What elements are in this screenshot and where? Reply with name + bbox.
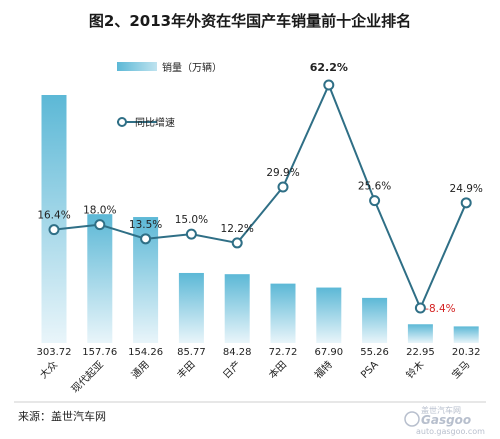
line-layer: [48, 79, 472, 314]
bar-labels-layer: 303.72 157.76 154.26 85.77 84.28 72.72 67.90 55…: [37, 347, 481, 358]
bar-1: [87, 214, 113, 343]
growth-label-2: 13.5%: [129, 219, 162, 231]
growth-labels-layer: 16.4% 18.0% 13.5% 15.0% 12.2% 29.9% 62.2% 25.6%…: [37, 61, 483, 315]
bar-value-label-6: 67.90: [314, 347, 343, 358]
bar-value-label-8: 22.95: [406, 347, 435, 358]
bar-value-label-2: 154.26: [128, 347, 163, 358]
bar-value-label-0: 303.72: [37, 347, 72, 358]
growth-point-6: [323, 79, 335, 91]
growth-label-6: 62.2%: [310, 61, 348, 74]
bar-value-label-9: 20.32: [452, 347, 481, 358]
category-label-3: 丰田: [174, 358, 197, 381]
bar-7: [362, 297, 388, 343]
bar-6: [316, 287, 342, 343]
growth-label-4: 12.2%: [221, 223, 254, 235]
growth-label-9: 24.9%: [450, 183, 483, 195]
growth-point-0: [48, 224, 60, 236]
growth-label-3: 15.0%: [175, 214, 208, 226]
watermark-url: auto.gasgoo.com: [416, 427, 485, 436]
chart-title: 图2、2013年外资在华国产车销量前十企业排名: [89, 12, 411, 30]
bar-4: [224, 274, 250, 343]
legend-bar-label: 销量（万辆）: [162, 61, 222, 74]
growth-point-7: [369, 195, 381, 207]
growth-label-0: 16.4%: [37, 210, 70, 222]
bar-8: [407, 324, 433, 343]
watermark-brand: Gasgoo: [421, 413, 471, 427]
bar-value-label-7: 55.26: [360, 347, 389, 358]
growth-line: [53, 82, 468, 311]
growth-label-7: 25.6%: [358, 181, 391, 193]
category-label-0: 大众: [37, 358, 60, 381]
bar-value-label-1: 157.76: [82, 347, 117, 358]
growth-point-5: [277, 181, 289, 193]
growth-point-9: [460, 197, 472, 209]
legend-bar-swatch: [117, 62, 157, 71]
bar-value-label-5: 72.72: [269, 347, 298, 358]
source-text: 来源：盖世汽车网: [18, 409, 106, 423]
bar-value-label-3: 85.77: [177, 347, 206, 358]
legend-line-marker: [117, 117, 127, 127]
growth-point-1: [94, 219, 106, 231]
category-label-7: PSA: [359, 359, 381, 381]
growth-point-2: [140, 233, 152, 245]
growth-point-3: [185, 228, 197, 240]
growth-label-1: 18.0%: [83, 205, 116, 217]
category-label-6: 福特: [312, 358, 335, 381]
growth-point-8: [414, 302, 426, 314]
category-labels-layer: 大众 现代起亚 通用 丰田 日产 本田 福特 PSA 铃木 宝马: [37, 358, 473, 395]
growth-label-8: -8.4%: [425, 303, 455, 315]
category-label-8: 铃木: [403, 358, 426, 381]
category-label-9: 宝马: [449, 358, 472, 381]
growth-point-4: [231, 237, 243, 249]
bars-layer: [41, 95, 479, 343]
category-label-5: 本田: [266, 358, 289, 381]
bar-3: [178, 272, 204, 343]
legend-line-label: 同比增速: [135, 116, 175, 129]
bar-9: [453, 326, 479, 343]
category-label-1: 现代起亚: [69, 359, 106, 396]
bar-5: [270, 283, 296, 343]
growth-label-5: 29.9%: [266, 167, 299, 179]
category-label-2: 通用: [129, 359, 152, 382]
bar-value-label-4: 84.28: [223, 347, 252, 358]
category-label-4: 日产: [220, 358, 243, 381]
watermark-logo: 盖世汽车网 Gasgoo auto.gasgoo.com: [404, 405, 485, 436]
watermark-globe-icon: [404, 411, 420, 427]
bar-0: [41, 95, 67, 343]
watermark-sub: 盖世汽车网: [421, 405, 461, 415]
